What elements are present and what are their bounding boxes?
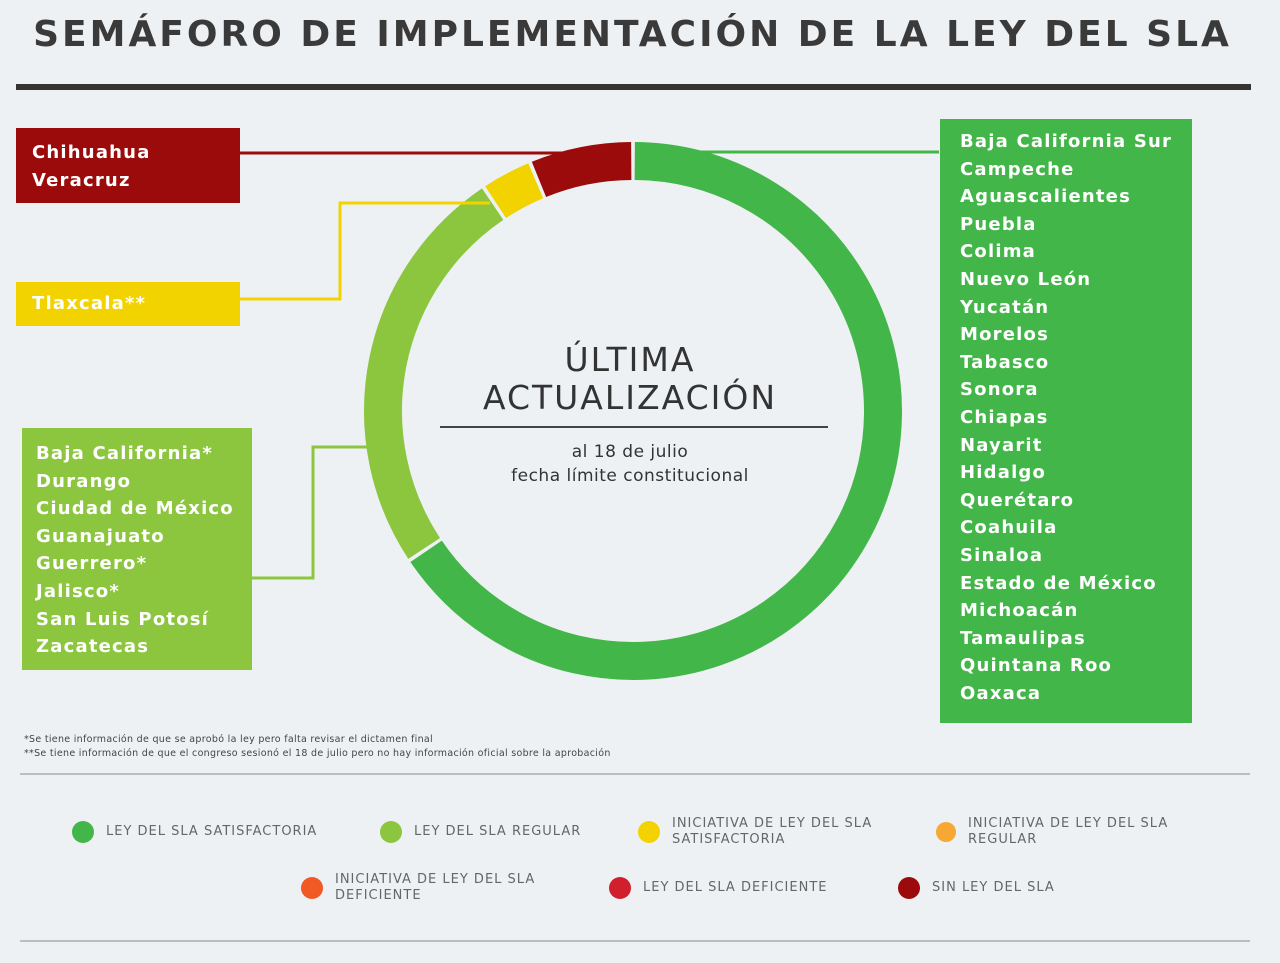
- connector-line: [252, 445, 370, 580]
- legend-dot: [380, 821, 402, 843]
- state-label: Querétaro: [960, 489, 1075, 511]
- legend-item-sin-ley: SIN LEY DEL SLA: [898, 877, 1055, 899]
- state-label: Chiapas: [960, 406, 1049, 428]
- center-title-line2: ACTUALIZACIÓN: [482, 378, 778, 417]
- legend-label: INICIATIVA DE LEY DEL SLA REGULAR: [968, 816, 1169, 847]
- donut-segment: [364, 188, 504, 559]
- donut-segment: [485, 163, 544, 219]
- state-label: Colima: [960, 241, 1037, 263]
- chart-title: SEMÁFORO DE IMPLEMENTACIÓN DE LA LEY DEL…: [33, 14, 1232, 55]
- legend-dot: [609, 877, 631, 899]
- group-box-sin-ley: Chihuahua Veracruz: [16, 128, 240, 203]
- legend-item-ley-deficiente: LEY DEL SLA DEFICIENTE: [609, 877, 828, 899]
- legend-dot: [301, 877, 323, 899]
- legend-label: INICIATIVA DE LEY DEL SLA SATISFACTORIA: [672, 816, 873, 847]
- legend-dot: [72, 821, 94, 843]
- state-label: Hidalgo: [960, 462, 1047, 484]
- legend-label: LEY DEL SLA REGULAR: [414, 824, 582, 839]
- state-label: Quintana Roo: [960, 655, 1113, 677]
- state-label: Guerrero*: [36, 553, 148, 575]
- state-label: Estado de México: [960, 572, 1157, 594]
- state-label: Sonora: [960, 379, 1039, 401]
- connector-line: [240, 201, 490, 301]
- center-subtitle-date: al 18 de julio: [571, 442, 689, 462]
- legend-item-ley-regular: LEY DEL SLA REGULAR: [380, 821, 581, 843]
- center-title-line1: ÚLTIMA: [564, 340, 696, 379]
- state-label: Puebla: [960, 213, 1037, 235]
- legend-item-iniciativa-satisfactoria: INICIATIVA DE LEY DEL SLA SATISFACTORIA: [638, 816, 907, 848]
- title-divider: [16, 84, 1251, 90]
- state-label: San Luis Potosí: [36, 608, 210, 630]
- state-label: Morelos: [960, 324, 1050, 346]
- state-label: Michoacán: [960, 600, 1079, 622]
- state-label: Sinaloa: [960, 544, 1044, 566]
- connector-line: [655, 150, 939, 176]
- legend-label: LEY DEL SLA SATISFACTORIA: [106, 824, 318, 839]
- legend-top-divider: [20, 773, 1250, 775]
- state-label: Coahuila: [960, 517, 1058, 539]
- legend-item-ley-satisfactoria: LEY DEL SLA SATISFACTORIA: [72, 821, 317, 843]
- center-subtitle-note: fecha límite constitucional: [511, 466, 749, 486]
- legend-label: LEY DEL SLA DEFICIENTE: [643, 880, 828, 895]
- legend-label: SIN LEY DEL SLA: [932, 880, 1055, 895]
- center-divider: [440, 426, 828, 428]
- legend-dot: [638, 821, 660, 843]
- state-label: Campeche: [960, 158, 1075, 180]
- group-box-iniciativa-satisfactoria: Tlaxcala**: [16, 282, 240, 326]
- legend-dot: [936, 822, 956, 842]
- state-label: Tamaulipas: [960, 627, 1086, 649]
- footnote-2: **Se tiene información de que el congres…: [24, 748, 611, 759]
- donut-segment: [531, 142, 632, 198]
- state-label: Tabasco: [960, 351, 1050, 373]
- state-label: Yucatán: [960, 296, 1050, 318]
- group-box-ley-regular: Baja California* Durango Ciudad de México G…: [22, 428, 252, 670]
- state-label: Nayarit: [960, 434, 1043, 456]
- donut-segment: [410, 142, 902, 680]
- footnote-1: *Se tiene información de que se aprobó l…: [24, 734, 433, 745]
- state-label: Zacatecas: [36, 636, 150, 658]
- legend-label: INICIATIVA DE LEY DEL SLA DEFICIENTE: [335, 872, 536, 903]
- legend-bottom-divider: [20, 940, 1250, 942]
- state-label: Baja California*: [36, 443, 213, 464]
- state-label: Jalisco*: [36, 580, 120, 602]
- state-label: Aguascalientes: [960, 186, 1131, 208]
- legend-item-iniciativa-deficiente: INICIATIVA DE LEY DEL SLA DEFICIENTE: [301, 872, 570, 904]
- state-label: Baja California Sur: [960, 131, 1173, 152]
- state-label: Chihuahua: [32, 142, 151, 163]
- legend-dot: [898, 877, 920, 899]
- state-label: Guanajuato: [36, 525, 165, 547]
- state-label: Durango: [36, 470, 132, 492]
- state-label: Tlaxcala**: [32, 293, 147, 314]
- connector-line: [240, 151, 606, 174]
- state-label: Ciudad de México: [36, 498, 234, 520]
- state-label: Oaxaca: [960, 682, 1042, 704]
- legend-item-iniciativa-regular: INICIATIVA DE LEY DEL SLA REGULAR: [936, 816, 1203, 848]
- group-box-ley-satisfactoria: Baja California Sur Campeche Aguascaliente…: [940, 119, 1192, 723]
- state-label: Veracruz: [32, 169, 131, 191]
- state-label: Nuevo León: [960, 268, 1092, 290]
